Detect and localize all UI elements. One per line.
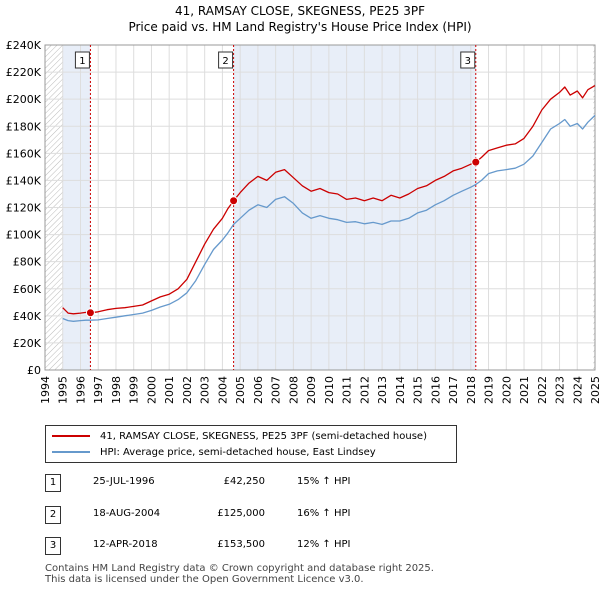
x-tick-label: 2013 (376, 376, 389, 404)
x-tick-label: 2012 (358, 376, 371, 404)
x-tick-label: 2021 (518, 376, 531, 404)
y-tick-label: £240K (6, 39, 42, 52)
transaction-hpi-diff: 16% ↑ HPI (297, 508, 351, 519)
legend-label-property: 41, RAMSAY CLOSE, SKEGNESS, PE25 3PF (se… (100, 430, 427, 442)
sale-number-label: 3 (465, 56, 471, 67)
x-tick-label: 2010 (323, 376, 336, 404)
y-tick-label: £200K (6, 93, 42, 106)
x-tick-label: 2019 (483, 376, 496, 404)
x-tick-label: 1994 (39, 376, 52, 404)
y-tick-label: £40K (13, 310, 42, 323)
transaction-date: 12-APR-2018 (93, 539, 158, 550)
transaction-price: £125,000 (217, 508, 265, 519)
legend-entry-property: 41, RAMSAY CLOSE, SKEGNESS, PE25 3PF (se… (52, 429, 427, 443)
x-tick-label: 2020 (500, 376, 513, 404)
x-tick-label: 2007 (270, 376, 283, 404)
x-tick-label: 2005 (234, 376, 247, 404)
x-tick-label: 2009 (305, 376, 318, 404)
property-price-line (62, 85, 596, 315)
x-tick-label: 1995 (57, 376, 70, 404)
property-line-swatch (52, 435, 90, 437)
sale-number-box (74, 51, 90, 69)
legend: 41, RAMSAY CLOSE, SKEGNESS, PE25 3PF (se… (45, 425, 457, 463)
transaction-date: 25-JUL-1996 (93, 476, 155, 487)
x-tick-label: 1996 (74, 376, 87, 404)
x-tick-label: 1997 (92, 376, 105, 404)
transaction-price: £153,500 (217, 539, 265, 550)
transaction-price: £42,250 (223, 476, 265, 487)
transaction-hpi-diff: 15% ↑ HPI (297, 476, 351, 487)
x-tick-label: 2004 (216, 376, 229, 404)
y-tick-label: £100K (6, 229, 42, 242)
x-tick-label: 2006 (252, 376, 265, 404)
x-tick-label: 2008 (287, 376, 300, 404)
y-tick-label: £220K (6, 66, 42, 79)
x-tick-label: 2025 (589, 376, 600, 404)
x-tick-label: 2003 (199, 376, 212, 404)
y-tick-label: £140K (6, 174, 42, 187)
x-tick-label: 2024 (571, 376, 584, 404)
x-tick-label: 2015 (412, 376, 425, 404)
legend-label-hpi: HPI: Average price, semi-detached house,… (100, 446, 376, 458)
x-tick-label: 2017 (447, 376, 460, 404)
y-tick-label: £160K (6, 147, 42, 160)
y-tick-label: £60K (13, 283, 42, 296)
chart-title: 41, RAMSAY CLOSE, SKEGNESS, PE25 3PF (175, 4, 425, 18)
x-tick-label: 2000 (145, 376, 158, 404)
chart-subtitle: Price paid vs. HM Land Registry's House … (128, 20, 472, 34)
x-tick-label: 1998 (110, 376, 123, 404)
y-tick-label: £20K (13, 337, 42, 350)
price-chart: £0 £20K £40K £60K £80K £100K £120K £140K £160K £1… (6, 39, 600, 404)
transaction-number: 2 (45, 506, 61, 524)
transaction-number: 3 (45, 537, 61, 555)
plot-border (44, 44, 596, 371)
x-tick-label: 2016 (429, 376, 442, 404)
sale-number-label: 1 (79, 56, 85, 67)
y-tick-label: £120K (6, 202, 42, 215)
x-tick-label: 2011 (341, 376, 354, 404)
x-tick-label: 2002 (181, 376, 194, 404)
sale-point (471, 157, 481, 167)
y-tick-label: £80K (13, 256, 42, 269)
x-tick-label: 2001 (163, 376, 176, 404)
x-tick-label: 2014 (394, 376, 407, 404)
footer-licence: This data is licensed under the Open Gov… (45, 574, 364, 585)
sale-number-box (460, 51, 476, 69)
sale-number-box (218, 51, 234, 69)
hpi-line (62, 114, 596, 322)
hpi-line-swatch (52, 451, 90, 453)
y-tick-label: £180K (6, 120, 42, 133)
sale-point (229, 196, 239, 206)
sale-number-label: 2 (222, 56, 228, 67)
x-tick-label: 2023 (554, 376, 567, 404)
x-tick-label: 1999 (128, 376, 141, 404)
transaction-date: 18-AUG-2004 (93, 508, 161, 519)
sale-point (85, 308, 95, 318)
transaction-number: 1 (45, 474, 61, 492)
y-tick-label: £0 (27, 364, 41, 377)
legend-entry-hpi: HPI: Average price, semi-detached house,… (52, 445, 376, 459)
x-tick-label: 2022 (536, 376, 549, 404)
transaction-hpi-diff: 12% ↑ HPI (297, 539, 351, 550)
footer-copyright: Contains HM Land Registry data © Crown c… (45, 563, 434, 574)
x-tick-label: 2018 (465, 376, 478, 404)
